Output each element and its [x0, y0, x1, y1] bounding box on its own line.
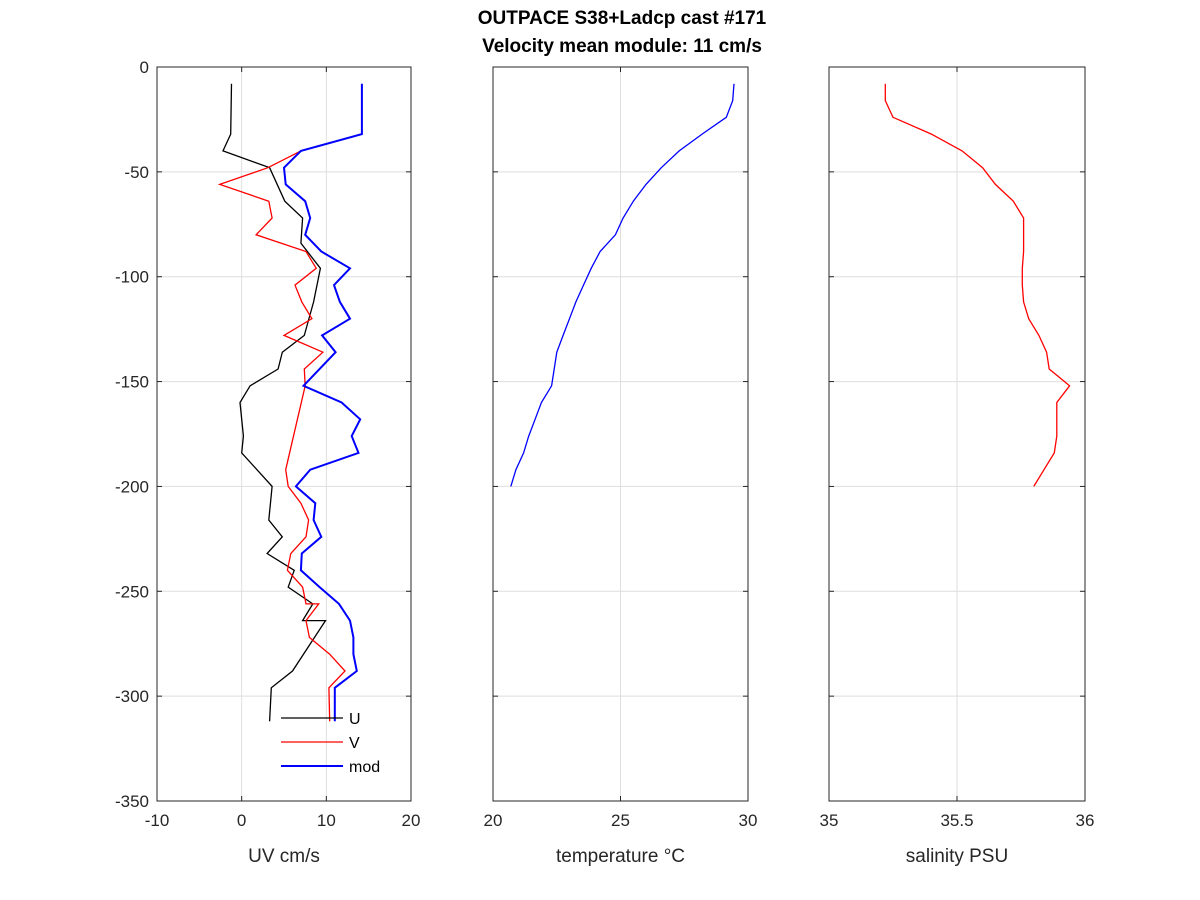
- y-tick-label: -200: [115, 477, 149, 496]
- x-tick-label: 20: [484, 811, 503, 830]
- legend-label-u: U: [349, 711, 361, 728]
- x-tick-label: 30: [739, 811, 758, 830]
- legend-label-v: V: [349, 735, 360, 752]
- y-tick-label: -100: [115, 268, 149, 287]
- x-axis-label: salinity PSU: [906, 846, 1008, 867]
- y-tick-label: -150: [115, 373, 149, 392]
- axes-box: [156, 66, 412, 802]
- x-tick-label: 25: [611, 811, 630, 830]
- x-tick-label: 20: [402, 811, 421, 830]
- y-tick-label: -50: [124, 163, 149, 182]
- y-tick-label: -250: [115, 582, 149, 601]
- x-tick-label: 10: [317, 811, 336, 830]
- y-tick-label: -350: [115, 792, 149, 811]
- axes-box: [492, 66, 749, 802]
- x-tick-label: -10: [145, 811, 170, 830]
- x-axis-label: UV cm/s: [248, 846, 320, 867]
- y-tick-label: 0: [140, 58, 149, 77]
- series-line-u: [222, 83, 327, 722]
- panel-3: 35 35.5 36 salinity PSU: [820, 66, 1095, 867]
- chart-subtitle: Velocity mean module: 11 cm/s: [482, 36, 762, 57]
- x-tick-label: 35.5: [940, 811, 973, 830]
- legend-label-mod: mod: [349, 759, 380, 776]
- series-line-v: [217, 150, 346, 722]
- panel-2: 20 25 30 temperature °C: [484, 66, 758, 867]
- axes-box: [828, 66, 1086, 802]
- x-axis-label: temperature °C: [556, 846, 685, 867]
- x-tick-label: 36: [1076, 811, 1095, 830]
- series-line: [510, 83, 735, 487]
- series-line-mod: [282, 83, 363, 722]
- chart-title: OUTPACE S38+Ladcp cast #171: [478, 8, 767, 29]
- x-tick-label: 0: [237, 811, 246, 830]
- y-tick-label: -300: [115, 687, 149, 706]
- x-tick-label: 35: [820, 811, 839, 830]
- series-line: [884, 83, 1071, 487]
